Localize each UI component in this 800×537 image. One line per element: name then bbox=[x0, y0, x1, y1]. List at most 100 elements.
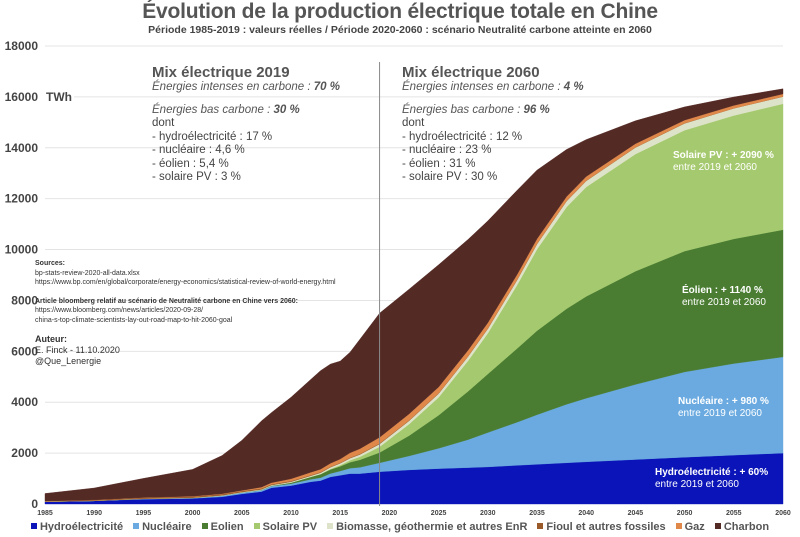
y-axis-unit: TWh bbox=[44, 90, 74, 104]
mix-2060-intensive-label: Énergies intenses en carbone : bbox=[402, 81, 564, 93]
legend: Hydroélectricité Nucléaire Eolien Solaire P… bbox=[0, 521, 800, 533]
author-line: E. Finck - 11.10.2020 bbox=[35, 345, 120, 355]
article-block: Article bloomberg relatif au scénario de… bbox=[35, 297, 336, 326]
author-title: Auteur: bbox=[35, 334, 67, 344]
legend-item: Hydroélectricité bbox=[30, 521, 124, 533]
x-tick-label: 2060 bbox=[775, 510, 791, 517]
annotation-nuclear: Nucléaire : + 980 % entre 2019 et 2060 bbox=[678, 396, 769, 420]
legend-label: Solaire PV bbox=[262, 521, 318, 533]
annotation-solar-sub: entre 2019 et 2060 bbox=[673, 162, 757, 173]
article-line: china-s-top-climate-scientists-lay-out-r… bbox=[35, 316, 233, 324]
mix-2060-low-value: 96 % bbox=[523, 103, 550, 116]
y-tick-label: 0 bbox=[31, 497, 38, 511]
chart-title: Évolution de la production électrique to… bbox=[142, 0, 658, 23]
x-tick-label: 2020 bbox=[382, 510, 398, 517]
annotation-wind: Éolien : + 1140 % entre 2019 et 2060 bbox=[682, 285, 766, 309]
source-line: https://www.bp.com/en/global/corporate/e… bbox=[35, 279, 336, 286]
x-tick-label: 1985 bbox=[37, 510, 53, 517]
x-tick-label: 2030 bbox=[480, 510, 496, 517]
x-tick-label: 1990 bbox=[86, 510, 102, 517]
mix-2019-low: Énergies bas carbone : 30 % bbox=[152, 104, 340, 118]
mix-2019-item: - solaire PV : 3 % bbox=[152, 171, 241, 183]
annotation-hydro-sub: entre 2019 et 2060 bbox=[655, 479, 739, 490]
mix-2019-item: - hydroélectricité : 17 % bbox=[152, 130, 273, 143]
annotation-nuclear-title: Nucléaire : + 980 % bbox=[678, 396, 769, 407]
author-block: Auteur: E. Finck - 11.10.2020 @Que_Lener… bbox=[35, 334, 336, 367]
sources-block: Sources: bp-stats-review-2020-all-data.x… bbox=[35, 259, 336, 288]
x-tick-label: 2015 bbox=[332, 510, 348, 517]
legend-label: Nucléaire bbox=[142, 521, 192, 533]
legend-item: Fioul et autres fossiles bbox=[537, 521, 666, 533]
x-tick-label: 2040 bbox=[578, 510, 594, 517]
legend-item: Gaz bbox=[675, 521, 705, 533]
annotation-solar: Solaire PV : + 2090 % entre 2019 et 2060 bbox=[673, 150, 774, 174]
annotation-nuclear-sub: entre 2019 et 2060 bbox=[678, 408, 762, 419]
mix-2019-low-value: 30 % bbox=[273, 103, 300, 116]
x-tick-label: 1995 bbox=[136, 510, 152, 517]
mix-2019-dont: dont bbox=[152, 117, 175, 129]
legend-label: Charbon bbox=[723, 521, 770, 533]
article-title: Article bloomberg relatif au scénario de… bbox=[35, 297, 298, 305]
y-tick-label: 12000 bbox=[5, 192, 39, 206]
mix-2060-dont: dont bbox=[402, 117, 425, 129]
legend-swatch bbox=[537, 523, 544, 529]
notes-block: Sources: bp-stats-review-2020-all-data.x… bbox=[35, 259, 336, 367]
annotation-wind-sub: entre 2019 et 2060 bbox=[682, 297, 766, 308]
legend-swatch bbox=[133, 523, 140, 529]
legend-label: Biomasse, géothermie et autres EnR bbox=[336, 521, 528, 533]
legend-swatch bbox=[30, 523, 37, 529]
mix-2019-item: - éolien : 5,4 % bbox=[152, 157, 229, 170]
mix-2060-intensive: Énergies intenses en carbone : 4 % bbox=[402, 81, 584, 95]
x-axis-ticks: 1985 1990 1995 2000 2005 2010 2015 2020 2025 2030… bbox=[37, 510, 791, 517]
mix-2060-item: - solaire PV : 30 % bbox=[402, 171, 498, 183]
source-line: bp-stats-review-2020-all-data.xlsx bbox=[35, 269, 140, 277]
legend-swatch bbox=[675, 523, 682, 529]
legend-label: Gaz bbox=[684, 521, 705, 533]
mix-2019-intensive-value: 70 % bbox=[313, 81, 340, 93]
y-axis-ticks: 0 2000 4000 6000 8000 10000 12000 14000 16000 180… bbox=[5, 39, 39, 511]
mix-2019-item: - nucléaire : 4,6 % bbox=[152, 144, 245, 156]
x-tick-label: 2000 bbox=[185, 510, 201, 517]
mix-2060-box: Mix électrique 2060 Énergies intenses en… bbox=[402, 65, 584, 185]
legend-swatch bbox=[714, 523, 721, 529]
y-tick-label: 8000 bbox=[11, 293, 38, 307]
sources-title: Sources: bbox=[35, 260, 65, 267]
mix-2019-title: Mix électrique 2019 bbox=[152, 64, 290, 81]
legend-label: Hydroélectricité bbox=[39, 521, 124, 533]
x-tick-label: 2025 bbox=[431, 510, 447, 517]
mix-2060-item: - nucléaire : 23 % bbox=[402, 144, 492, 156]
x-tick-label: 2035 bbox=[529, 510, 545, 517]
annotation-hydro: Hydroélectricité : + 60% entre 2019 et 2… bbox=[655, 467, 768, 491]
y-tick-label: 10000 bbox=[5, 243, 39, 257]
mix-2060-low: Énergies bas carbone : 96 % bbox=[402, 104, 584, 118]
mix-2019-box: Mix électrique 2019 Énergies intenses en… bbox=[152, 65, 340, 185]
legend-item: Biomasse, géothermie et autres EnR bbox=[327, 521, 527, 533]
legend-item: Nucléaire bbox=[133, 521, 192, 533]
x-tick-label: 2005 bbox=[234, 510, 250, 517]
chart-subtitle: Période 1985-2019 : valeurs réelles / Pé… bbox=[148, 24, 652, 36]
author-line: @Que_Lenergie bbox=[35, 356, 102, 366]
y-tick-label: 16000 bbox=[5, 90, 39, 104]
legend-label: Fioul et autres fossiles bbox=[546, 521, 666, 533]
annotation-wind-title: Éolien : + 1140 % bbox=[682, 285, 763, 296]
y-tick-label: 18000 bbox=[5, 39, 39, 53]
x-tick-label: 2050 bbox=[677, 510, 693, 517]
series-areas bbox=[44, 88, 784, 505]
legend-item: Solaire PV bbox=[253, 521, 318, 533]
mix-2060-title: Mix électrique 2060 bbox=[402, 64, 540, 81]
area-charbon bbox=[44, 88, 784, 502]
x-tick-label: 2055 bbox=[726, 510, 742, 517]
legend-label: Eolien bbox=[210, 521, 244, 533]
legend-item: Eolien bbox=[201, 521, 244, 533]
y-tick-label: 6000 bbox=[11, 344, 38, 358]
mix-2060-item: - hydroélectricité : 12 % bbox=[402, 130, 523, 143]
mix-2019-intensive: Énergies intenses en carbone : 70 % bbox=[152, 81, 340, 95]
x-tick-label: 2045 bbox=[628, 510, 644, 517]
y-tick-label: 4000 bbox=[11, 395, 38, 409]
mix-2060-low-label: Énergies bas carbone : bbox=[402, 103, 524, 116]
y-tick-label: 14000 bbox=[5, 141, 39, 155]
article-line: https://www.bloomberg.com/news/articles/… bbox=[35, 307, 204, 314]
legend-swatch bbox=[327, 523, 334, 529]
mix-2019-low-label: Énergies bas carbone : bbox=[152, 103, 274, 116]
